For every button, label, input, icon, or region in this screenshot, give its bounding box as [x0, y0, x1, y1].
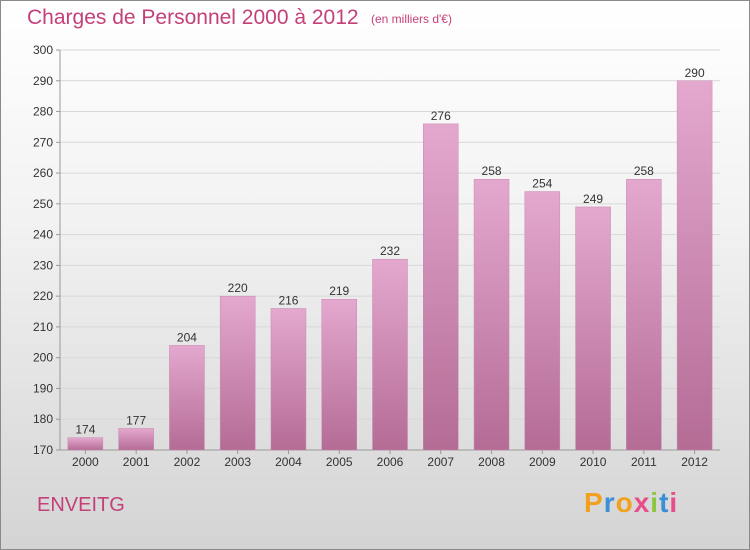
- y-tick-label: 290: [33, 74, 53, 88]
- bars: [67, 80, 713, 451]
- bar: [423, 123, 459, 451]
- y-tick-label: 170: [33, 443, 53, 457]
- x-tick-label: 2012: [681, 455, 708, 469]
- bar: [575, 206, 611, 451]
- bar-value-label: 258: [634, 164, 654, 178]
- bar-value-label: 174: [75, 423, 95, 437]
- y-tick-label: 220: [33, 289, 53, 303]
- bar-value-label: 249: [583, 192, 603, 206]
- bar-value-label: 232: [380, 244, 400, 258]
- proxiti-logo: Proxiti: [584, 487, 678, 519]
- y-tick-label: 250: [33, 197, 53, 211]
- logo-letter: P: [584, 487, 604, 518]
- y-tick-label: 190: [33, 381, 53, 395]
- y-tick-label: 180: [33, 412, 53, 426]
- bar: [67, 437, 104, 451]
- x-tick-label: 2006: [377, 455, 404, 469]
- logo-letter: r: [603, 487, 616, 518]
- logo-letter: i: [669, 487, 679, 518]
- bar: [118, 428, 154, 451]
- logo-letter: t: [659, 487, 670, 518]
- y-tick-label: 210: [33, 320, 53, 334]
- bar-value-label: 219: [329, 284, 349, 298]
- x-tick-label: 2005: [326, 455, 353, 469]
- bar: [473, 178, 510, 451]
- bar: [321, 298, 357, 451]
- bar: [524, 191, 561, 451]
- logo-letter: i: [650, 487, 660, 518]
- y-tick-label: 230: [33, 258, 53, 272]
- bar-value-label: 216: [278, 293, 298, 307]
- x-tick-label: 2003: [224, 455, 251, 469]
- bar: [626, 178, 662, 451]
- place-name: ENVEITG: [37, 494, 125, 516]
- y-tick-label: 270: [33, 135, 53, 149]
- bar-value-label: 254: [532, 177, 552, 191]
- bar-value-label: 258: [482, 164, 502, 178]
- x-tick-label: 2000: [72, 455, 99, 469]
- bar-value-label: 276: [431, 109, 451, 123]
- y-tick-label: 200: [33, 351, 53, 365]
- y-tick-label: 280: [33, 105, 53, 119]
- value-labels: 174 177 204 220 216 219 232 276 258 254 249 258 290: [75, 66, 705, 437]
- x-tick-label: 2007: [427, 455, 454, 469]
- x-tick-label: 2008: [478, 455, 505, 469]
- logo-letter: x: [633, 487, 651, 518]
- y-tick-label: 300: [33, 43, 53, 57]
- chart-title: Charges de Personnel 2000 à 2012: [27, 6, 359, 29]
- x-tick-label: 2002: [174, 455, 201, 469]
- bar-value-label: 220: [228, 281, 248, 295]
- x-tick-label: 2004: [275, 455, 302, 469]
- bar: [169, 345, 205, 451]
- bar-value-label: 290: [685, 66, 705, 80]
- bar-value-label: 177: [126, 413, 146, 427]
- x-tick-label: 2001: [123, 455, 150, 469]
- chart-subtitle: (en milliers d'€): [371, 12, 452, 26]
- bar: [372, 258, 408, 451]
- y-tick-label: 260: [33, 166, 53, 180]
- x-tick-label: 2011: [631, 455, 657, 469]
- logo-letter: o: [615, 487, 634, 518]
- bar: [676, 80, 713, 451]
- x-tick-label: 2009: [529, 455, 556, 469]
- bar: [270, 308, 307, 451]
- bar: [219, 295, 256, 451]
- y-tick-label: 240: [33, 228, 53, 242]
- x-tick-label: 2010: [580, 455, 607, 469]
- bar-value-label: 204: [177, 330, 197, 344]
